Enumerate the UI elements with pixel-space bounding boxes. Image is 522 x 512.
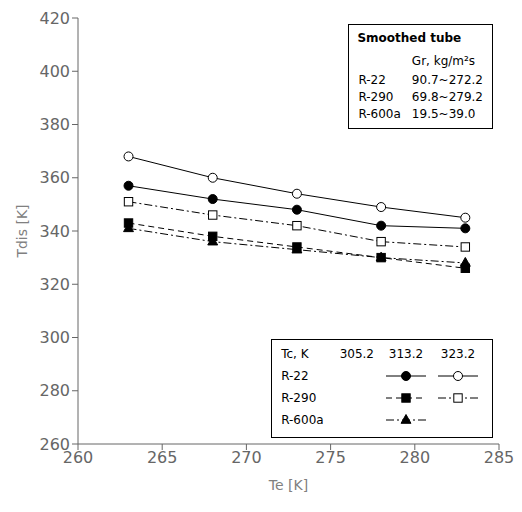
svg-text:320: 320 [39,275,70,294]
svg-text:Te [K]: Te [K] [268,477,308,493]
svg-text:300: 300 [39,328,70,347]
svg-text:270: 270 [231,448,262,467]
svg-text:260: 260 [62,448,94,468]
svg-text:380: 380 [39,115,70,134]
svg-text:265: 265 [147,448,178,467]
svg-text:420: 420 [39,9,70,28]
html-text:R-22: R-22 [281,369,309,383]
svg-text:280: 280 [39,381,70,400]
html-text:R-290: R-290 [281,391,317,405]
html-text:R-600a: R-600a [281,413,324,427]
svg-text:285: 285 [484,448,514,467]
svg-text:400: 400 [39,62,70,81]
html-text:R-600a: R-600a [358,107,401,121]
html-text:19.5~39.0: 19.5~39.0 [411,107,476,121]
svg-text:275: 275 [315,448,346,467]
svg-text:260: 260 [39,435,70,454]
html-text:R-290: R-290 [358,90,394,104]
svg-text:280: 280 [400,448,431,467]
html-text:Tc, K: Tc, K [281,347,309,361]
html-text:69.8~279.2: 69.8~279.2 [411,90,483,104]
svg-text:Tdis [K]: Tdis [K] [14,204,30,258]
svg-text:360: 360 [39,168,70,187]
html-text:313.2: 313.2 [388,346,424,361]
html-text:Gr, kg/m²s: Gr, kg/m²s [411,54,476,68]
svg-text:340: 340 [39,222,70,241]
html-text:90.7~272.2: 90.7~272.2 [411,73,483,87]
html-text:Smoothed tube: Smoothed tube [357,31,462,45]
html-text:305.2: 305.2 [339,346,374,361]
html-text:323.2: 323.2 [440,346,476,361]
html-text:R-22: R-22 [358,73,386,87]
